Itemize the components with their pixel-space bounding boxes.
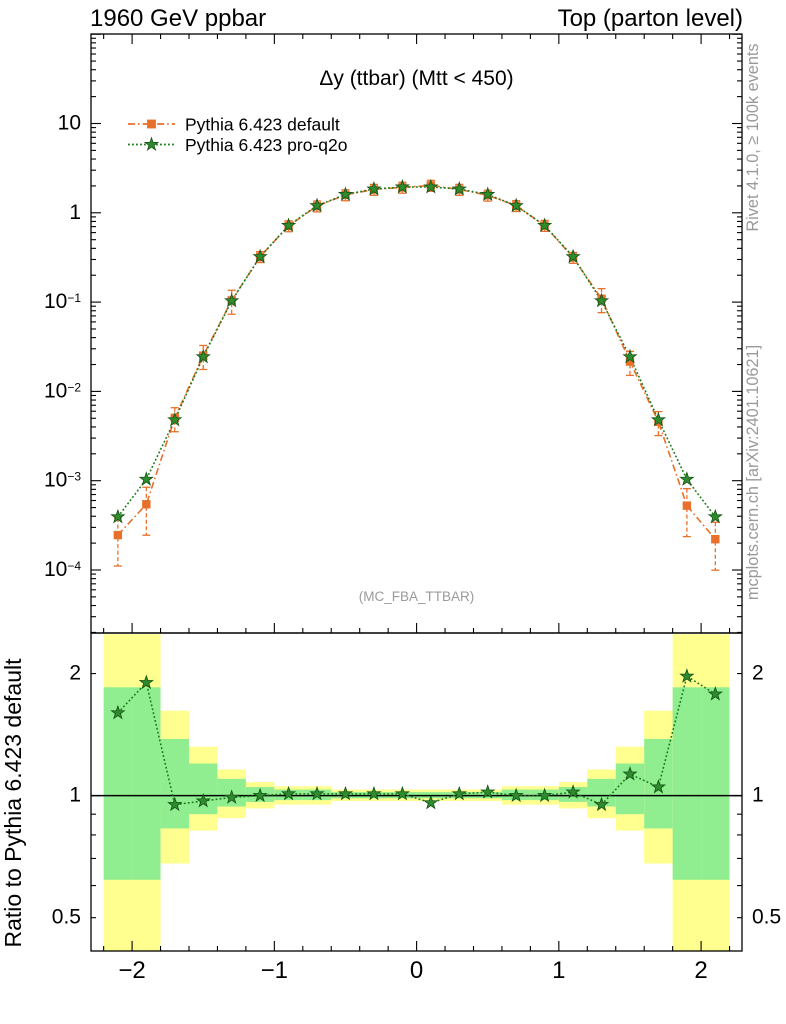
svg-text:Pythia 6.423 default: Pythia 6.423 default [185, 115, 340, 135]
svg-text:Ratio to Pythia 6.423 default: Ratio to Pythia 6.423 default [0, 658, 26, 948]
svg-text:Rivet 4.1.0, ≥ 100k events: Rivet 4.1.0, ≥ 100k events [744, 43, 762, 231]
svg-text:0: 0 [410, 957, 423, 984]
svg-text:0.5: 0.5 [752, 906, 781, 929]
svg-text:Pythia 6.423 pro-q2o: Pythia 6.423 pro-q2o [185, 135, 347, 155]
svg-text:(MC_FBA_TTBAR): (MC_FBA_TTBAR) [359, 589, 475, 604]
svg-text:1: 1 [552, 957, 565, 984]
svg-text:1: 1 [752, 784, 764, 807]
svg-text:2: 2 [69, 662, 81, 685]
svg-text:2: 2 [752, 662, 764, 685]
svg-text:1960 GeV ppbar: 1960 GeV ppbar [90, 5, 266, 32]
svg-text:1: 1 [69, 784, 81, 807]
svg-text:−1: −1 [261, 957, 288, 984]
svg-text:Δy (ttbar) (Mtt < 450): Δy (ttbar) (Mtt < 450) [319, 67, 513, 90]
svg-text:Top (parton level): Top (parton level) [558, 5, 743, 32]
svg-text:10: 10 [58, 112, 81, 135]
svg-text:2: 2 [694, 957, 707, 984]
svg-text:1: 1 [69, 201, 81, 224]
svg-text:0.5: 0.5 [52, 906, 81, 929]
svg-text:mcplots.cern.ch [arXiv:2401.10: mcplots.cern.ch [arXiv:2401.10621] [744, 345, 762, 600]
svg-text:−2: −2 [118, 957, 145, 984]
